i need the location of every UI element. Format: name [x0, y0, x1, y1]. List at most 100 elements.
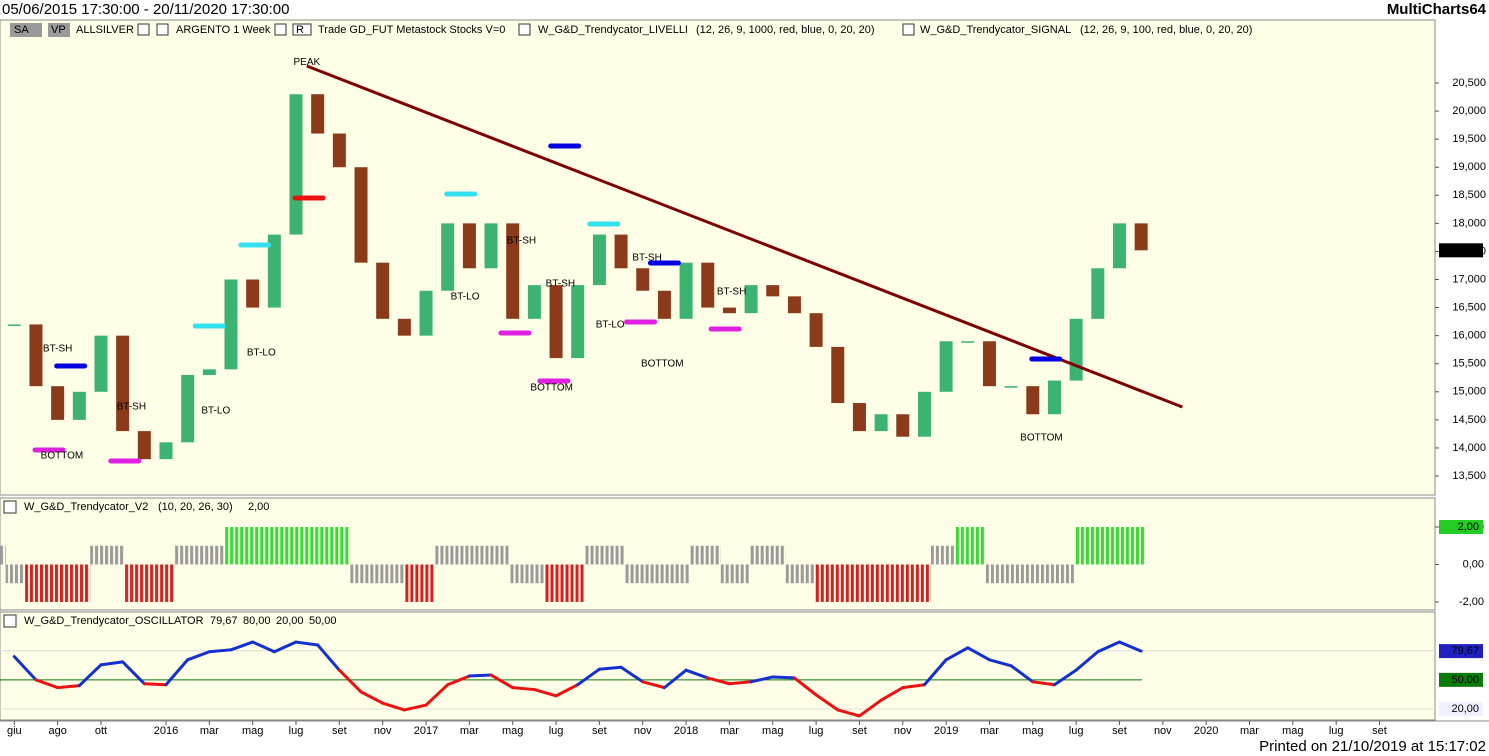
oscillator-segment — [641, 680, 666, 690]
y-tick-label: 16,000 — [1452, 330, 1486, 342]
x-tick-label: nov — [634, 725, 652, 737]
oscillator-segment — [1117, 640, 1143, 653]
x-tick-label: lug — [1069, 725, 1084, 737]
y-tick-label: 18,500 — [1452, 189, 1486, 201]
oscillator-segment — [207, 648, 233, 654]
signal-bar — [690, 545, 721, 565]
oscillator-segment — [684, 668, 710, 680]
x-tick-label: mar — [1240, 725, 1259, 737]
oscillator-segment — [56, 684, 81, 690]
x-tick-label: set — [1112, 725, 1127, 737]
x-tick-label: 2018 — [674, 725, 698, 737]
vp-button[interactable] — [48, 23, 70, 37]
interval-dropdown[interactable] — [274, 23, 287, 36]
signal-bar — [90, 545, 125, 565]
candle — [441, 223, 455, 291]
oscillator-segment — [879, 686, 905, 702]
candle — [722, 307, 736, 314]
annotation: BT-SH — [717, 287, 746, 298]
candle — [787, 296, 801, 314]
value-box — [1439, 243, 1483, 258]
oscillator-segment — [662, 668, 688, 690]
signal-bar — [0, 545, 6, 565]
annotation: BOTTOM — [641, 359, 684, 370]
candle — [939, 341, 953, 392]
oscillator-segment — [966, 646, 991, 662]
x-tick-label: nov — [1154, 725, 1172, 737]
candle — [506, 223, 520, 319]
signal-bar — [954, 527, 986, 565]
oscillator-segment — [792, 676, 818, 697]
v2-title: W_G&D_Trendycator_V2 — [24, 501, 148, 513]
signal-bar — [625, 564, 691, 584]
x-tick-label: nov — [894, 725, 912, 737]
candle — [159, 442, 173, 460]
r-dropdown[interactable] — [292, 23, 312, 36]
name-dropdown[interactable] — [156, 23, 169, 36]
sa-button[interactable] — [10, 23, 42, 37]
oscillator-segment — [532, 688, 558, 698]
candle — [332, 133, 346, 168]
value-box — [1439, 701, 1483, 716]
oscillator-segment — [337, 668, 363, 694]
osc-close[interactable] — [3, 614, 17, 628]
oscillator-segment — [857, 698, 883, 718]
candle — [874, 414, 888, 432]
y-tick-label: 18,000 — [1452, 217, 1486, 229]
study1-name: W_G&D_Trendycator_LIVELLI — [538, 24, 688, 36]
v2-close[interactable] — [3, 500, 17, 514]
symbol: ALLSILVER — [76, 24, 134, 36]
candle — [592, 234, 606, 286]
oscillator-segment — [1052, 668, 1078, 687]
annotation: BT-SH — [43, 344, 72, 355]
y-tick-label: 17,000 — [1452, 273, 1486, 285]
app-name: MultiCharts64 — [1387, 1, 1487, 18]
oscillator-segment — [121, 660, 146, 686]
signal-bar — [174, 545, 225, 565]
oscillator-segment — [77, 663, 103, 688]
candle — [549, 285, 563, 359]
oscillator-segment — [511, 686, 536, 692]
oscillator-segment — [164, 658, 190, 687]
oscillator-segment — [467, 673, 493, 678]
oscillator-segment — [771, 675, 796, 680]
candle — [1134, 223, 1148, 251]
x-tick-label: mag — [1282, 725, 1303, 737]
y-tick-label: 15,000 — [1452, 386, 1486, 398]
candle — [917, 391, 931, 437]
study2-close[interactable] — [902, 23, 915, 36]
annotation: BOTTOM — [41, 451, 84, 462]
study1-close[interactable] — [518, 23, 531, 36]
y-tick-label: 15,500 — [1452, 358, 1486, 370]
oscillator-segment — [12, 655, 38, 682]
candle — [701, 262, 715, 308]
y-tick-label: 14,500 — [1452, 414, 1486, 426]
study1-params: (12, 26, 9, 1000, red, blue, 0, 20, 20) — [696, 24, 875, 36]
candle — [744, 285, 758, 314]
oscillator-segment — [381, 701, 406, 712]
candle — [289, 94, 303, 235]
oscillator-segment — [99, 660, 125, 667]
candle — [809, 313, 823, 347]
annotation: BOTTOM — [1020, 433, 1063, 444]
x-tick-label: mag — [502, 725, 523, 737]
oscillator-segment — [554, 683, 580, 698]
osc-band-value: 80,00 — [243, 615, 271, 627]
candle — [1026, 386, 1040, 415]
candle — [376, 262, 390, 319]
signal-bar — [404, 564, 435, 602]
candle — [896, 414, 910, 437]
value-box — [1439, 672, 1483, 687]
oscillator-segment — [294, 640, 320, 647]
y-tick-label: 16,500 — [1452, 301, 1486, 313]
candle — [7, 324, 21, 326]
signal-bar — [350, 564, 405, 584]
x-tick-label: lug — [549, 725, 564, 737]
oscillator-segment — [987, 658, 1013, 668]
signal-bar — [985, 564, 1074, 584]
candle — [267, 234, 281, 308]
candle — [181, 374, 195, 443]
oscillator-segment — [1096, 640, 1121, 654]
symbol-dropdown[interactable] — [137, 23, 150, 36]
